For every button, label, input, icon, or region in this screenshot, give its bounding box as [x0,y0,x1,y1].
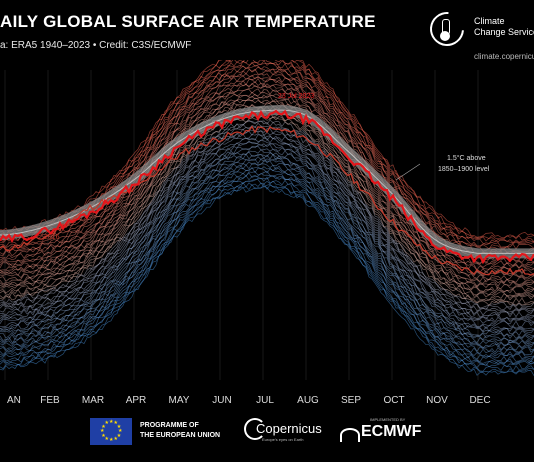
historical-year-line [0,166,534,356]
x-tick-label: FEB [40,395,60,406]
historical-year-line [0,151,534,342]
historical-year-line [0,60,534,239]
threshold-label-line2: 1850–1900 level [438,166,490,173]
eu-star-icon: ★ [101,432,106,439]
eu-line1: PROGRAMME OF [140,422,199,429]
x-tick-label: JUL [256,395,274,406]
historical-year-line [0,170,534,360]
historical-year-line [0,183,534,374]
chart-subtitle: a: ERA5 1940–2023 • Credit: C3S/ECMWF [0,40,192,51]
annotation-2016: 2016 [44,234,60,241]
eu-flag-icon: ★ ★ ★ ★ ★ ★ ★ ★ ★ ★ ★ ★ [90,418,132,445]
historical-year-line [0,99,534,290]
eu-star-icon: ★ [101,423,106,430]
x-tick-label: APR [126,395,147,406]
historical-year-line [0,95,534,285]
historical-year-line [0,178,534,370]
historical-year-line [0,175,534,365]
historical-year-line [0,166,534,358]
historical-year-line [0,77,534,269]
eu-star-icon: ★ [116,423,122,430]
x-tick-label: OCT [383,395,404,406]
x-tick-label: MAY [169,395,190,406]
temperature-chart: AN FEB MAR APR MAY JUN JUL AUG SEP OCT NOV DEC 23 J… [0,60,534,406]
threshold-label-line1: 1.5°C above [447,154,486,162]
historical-year-line [0,124,534,316]
historical-year-line [0,120,534,311]
historical-year-line [0,157,534,348]
historical-year-line [0,101,534,293]
historical-year-line [0,85,534,276]
x-tick-label: SEP [341,395,361,406]
historical-year-line [0,145,534,337]
historical-year-line [0,156,534,346]
annotation-2023: 23 Jul 2023 [278,93,314,100]
eu-star-icon: ★ [118,428,123,434]
historical-year-line [0,133,534,323]
ecmwf-wordmark: ECMWF [361,423,422,440]
eu-line2: THE EUROPEAN UNION [140,432,221,439]
historical-year-line [0,115,534,306]
historical-year-line [0,128,534,318]
historical-year-line [0,81,534,271]
eu-star-icon: ★ [109,437,114,443]
chart-title: AILY GLOBAL SURFACE AIR TEMPERATURE [0,12,376,31]
eu-star-icon: ★ [116,432,122,439]
historical-year-line [0,149,534,339]
c3s-name: Climate Change Service [474,16,534,38]
eu-star-icon: ★ [104,420,109,427]
copernicus-logo-icon [244,418,266,440]
historical-year-line [0,176,534,367]
historical-year-line [0,182,534,372]
eu-star-icon: ★ [113,420,118,427]
x-axis-ticks: AN FEB MAR APR MAY JUN JUL AUG SEP OCT NOV DEC [7,395,491,406]
historical-year-line [0,137,534,328]
historical-year-line [0,82,534,274]
x-tick-label: NOV [426,395,448,406]
c3s-url: climate.copernicus [474,52,534,61]
series-2016-line [0,125,534,276]
historical-year-line [0,139,534,330]
historical-year-line [0,144,534,334]
x-tick-label: AN [7,395,21,406]
eu-programme-text: PROGRAMME OF THE EUROPEAN UNION [140,421,220,441]
c3s-name-line1: Climate [474,16,505,26]
historical-year-line [0,60,534,241]
ecmwf-logo-icon [340,428,360,442]
historical-year-line [0,88,534,278]
threshold-leader-line [395,163,421,181]
x-tick-label: DEC [469,395,490,406]
x-tick-label: JUN [212,395,231,406]
eu-star-icon: ★ [104,435,109,442]
copernicus-wordmark: Copernicus [256,421,322,436]
thermometer-bulb-icon [440,31,450,41]
historical-year-line [0,172,534,363]
series-2023-line [0,109,534,265]
x-tick-label: AUG [297,395,319,406]
historical-year-line [0,134,534,325]
eu-star-icon: ★ [113,435,118,442]
x-tick-label: MAR [82,395,104,406]
eu-star-icon: ★ [109,419,114,425]
historical-year-line [0,66,534,257]
footer-logos: ★ ★ ★ ★ ★ ★ ★ ★ ★ ★ ★ ★ PROGRAMME OF THE EUROPEAN U… [0,415,534,462]
historical-year-line [0,153,534,344]
ecmwf-implemented-label: IMPLEMENTED BY [370,417,406,422]
historical-year-lines [0,60,534,376]
historical-year-line [0,97,534,287]
c3s-name-line2: Change Service [474,27,534,37]
historical-year-line [0,141,534,332]
eu-star-icon: ★ [100,428,105,434]
copernicus-tagline: Europe's eyes on Earth [262,437,304,442]
historical-year-line [0,122,534,313]
historical-year-line [0,186,534,376]
historical-year-line [0,119,534,309]
